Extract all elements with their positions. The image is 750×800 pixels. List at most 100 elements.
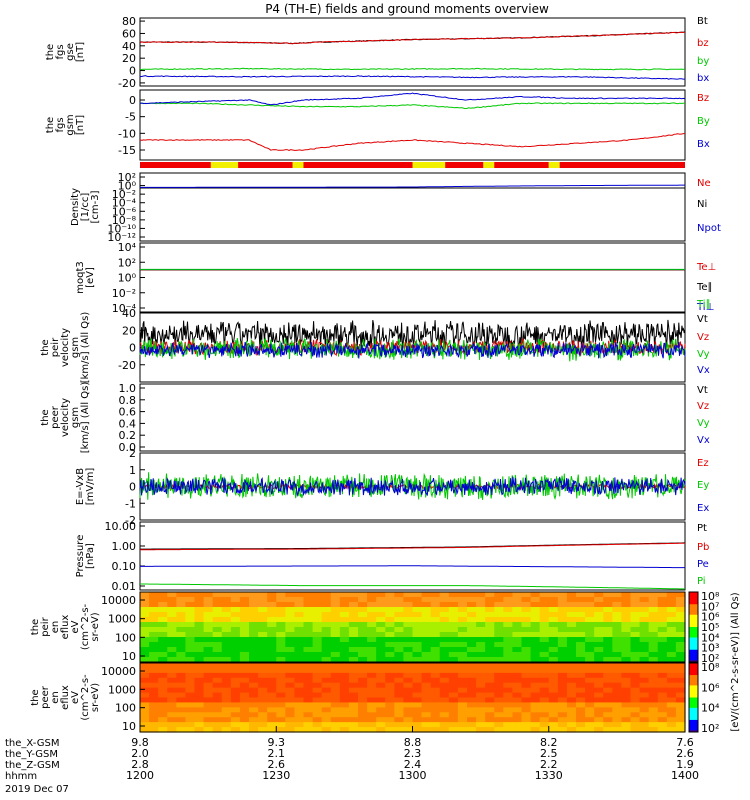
peir_spec-cell: [421, 597, 432, 603]
peer_spec-cell: [412, 702, 423, 708]
colorbar-ion-tick: 10⁵: [701, 621, 719, 634]
colorbar-electron-band: [689, 726, 698, 730]
peer_spec-cell: [140, 707, 150, 713]
peer_velocity-ylabel-0: the: [40, 409, 51, 425]
moat3-ylabel-1: [eV]: [85, 267, 96, 288]
peer_spec-cell: [630, 663, 641, 669]
peer_spec-cell: [358, 687, 368, 694]
peir_spec-cell: [530, 657, 541, 663]
peer_spec-cell: [512, 687, 523, 694]
peer_spec-cell: [594, 717, 604, 723]
peir_spec-cell: [385, 657, 395, 663]
peir_spec-ylabel-6: sr-eV): [90, 612, 101, 641]
peer_spec-cell: [612, 727, 623, 733]
peer_spec-cell: [630, 697, 641, 704]
peer_spec-cell: [258, 667, 268, 674]
peir_spec-cell: [339, 617, 350, 623]
peer_spec-cell: [430, 672, 441, 679]
peer_spec-cell: [285, 707, 296, 713]
peer_spec-cell: [566, 687, 577, 694]
peir_spec-cell: [303, 607, 314, 613]
peir_spec-cell: [530, 652, 541, 658]
peer_spec-cell: [403, 677, 414, 684]
peir_spec-cell: [612, 642, 623, 648]
peer_spec-cell: [476, 712, 486, 718]
peir_spec-cell: [321, 607, 332, 613]
peer_spec-cell: [657, 687, 668, 694]
peer_spec-cell: [221, 707, 232, 713]
peer_spec-cell: [221, 697, 232, 704]
peer_spec-cell: [258, 697, 268, 704]
peir_spec-cell: [430, 647, 441, 653]
peir_spec-cell: [594, 617, 604, 623]
peir_spec-cell: [521, 597, 532, 603]
peer_spec-cell: [485, 727, 495, 733]
peir_spec-cell: [503, 597, 514, 603]
peer_spec-cell: [339, 697, 350, 704]
peir_spec-cell: [140, 647, 150, 653]
peir_spec-cell: [512, 622, 523, 628]
peer_spec-cell: [675, 687, 686, 694]
peer_spec-ylabel-4: eV: [70, 691, 81, 704]
peir_spec-cell: [485, 642, 495, 648]
colorbar-ion-band: [689, 630, 698, 633]
peir_spec-cell: [548, 597, 559, 603]
peir_spec-cell: [312, 597, 323, 603]
peer_spec-cell: [176, 677, 187, 684]
peer_spec-cell: [457, 687, 468, 694]
peir_spec-cell: [421, 637, 432, 643]
peir_spec-cell: [230, 647, 241, 653]
peer_spec-cell: [194, 722, 205, 728]
peer_spec-cell: [539, 672, 550, 679]
peer_spec-cell: [321, 717, 332, 723]
peer_spec-cell: [385, 672, 395, 679]
peir_spec-cell: [612, 652, 623, 658]
peir_spec-cell: [376, 627, 386, 633]
peer_spec-cell: [675, 663, 686, 669]
peer_spec-cell: [267, 707, 277, 713]
peer_spec-cell: [621, 682, 632, 689]
peer_spec-cell: [330, 722, 341, 728]
peer_spec-cell: [167, 692, 177, 699]
peir_spec-cell: [267, 607, 277, 613]
peer_spec-ylabel-0: the: [30, 689, 41, 705]
peir_spec-cell: [675, 597, 686, 603]
peer_spec-cell: [176, 717, 187, 723]
peer_spec-cell: [294, 667, 305, 674]
peir_spec-cell: [385, 642, 395, 648]
peer_spec-cell: [548, 712, 559, 718]
peir_spec-cell: [612, 622, 623, 628]
peir_spec-cell: [530, 612, 541, 618]
peir_spec-cell: [494, 657, 504, 663]
peir_spec-cell: [421, 612, 432, 618]
peer_spec-cell: [457, 702, 468, 708]
peir_spec-cell: [576, 602, 586, 608]
peir_spec-cell: [321, 642, 332, 648]
peir_spec-cell: [394, 637, 405, 643]
peir_spec-cell: [385, 617, 395, 623]
efield-ytick: -2: [125, 514, 136, 527]
peer_spec-cell: [285, 667, 296, 674]
peer_spec-cell: [657, 727, 668, 733]
peir_spec-cell: [576, 592, 586, 598]
peir_spec-cell: [448, 592, 459, 598]
peir_spec-cell: [675, 642, 686, 648]
colorbar-electron-band: [689, 673, 698, 676]
peer_spec-cell: [276, 672, 286, 679]
peer_spec-cell: [212, 663, 223, 669]
peir_spec-cell: [249, 602, 259, 608]
peir_spec-cell: [512, 612, 523, 618]
peir_spec-cell: [621, 652, 632, 658]
peer_spec-cell: [576, 692, 586, 699]
peer_spec-cell: [394, 667, 405, 674]
peer_spec-cell: [339, 682, 350, 689]
peer_spec-cell: [512, 667, 523, 674]
peer_spec-cell: [376, 672, 386, 679]
peer_spec-cell: [448, 727, 459, 733]
colorbar-ion-band: [689, 592, 698, 595]
peir_spec-cell: [539, 597, 550, 603]
peir_spec-ylabel-0: the: [30, 619, 41, 635]
peer_spec-cell: [512, 697, 523, 704]
peer_spec-cell: [421, 687, 432, 694]
peer_spec-cell: [485, 712, 495, 718]
